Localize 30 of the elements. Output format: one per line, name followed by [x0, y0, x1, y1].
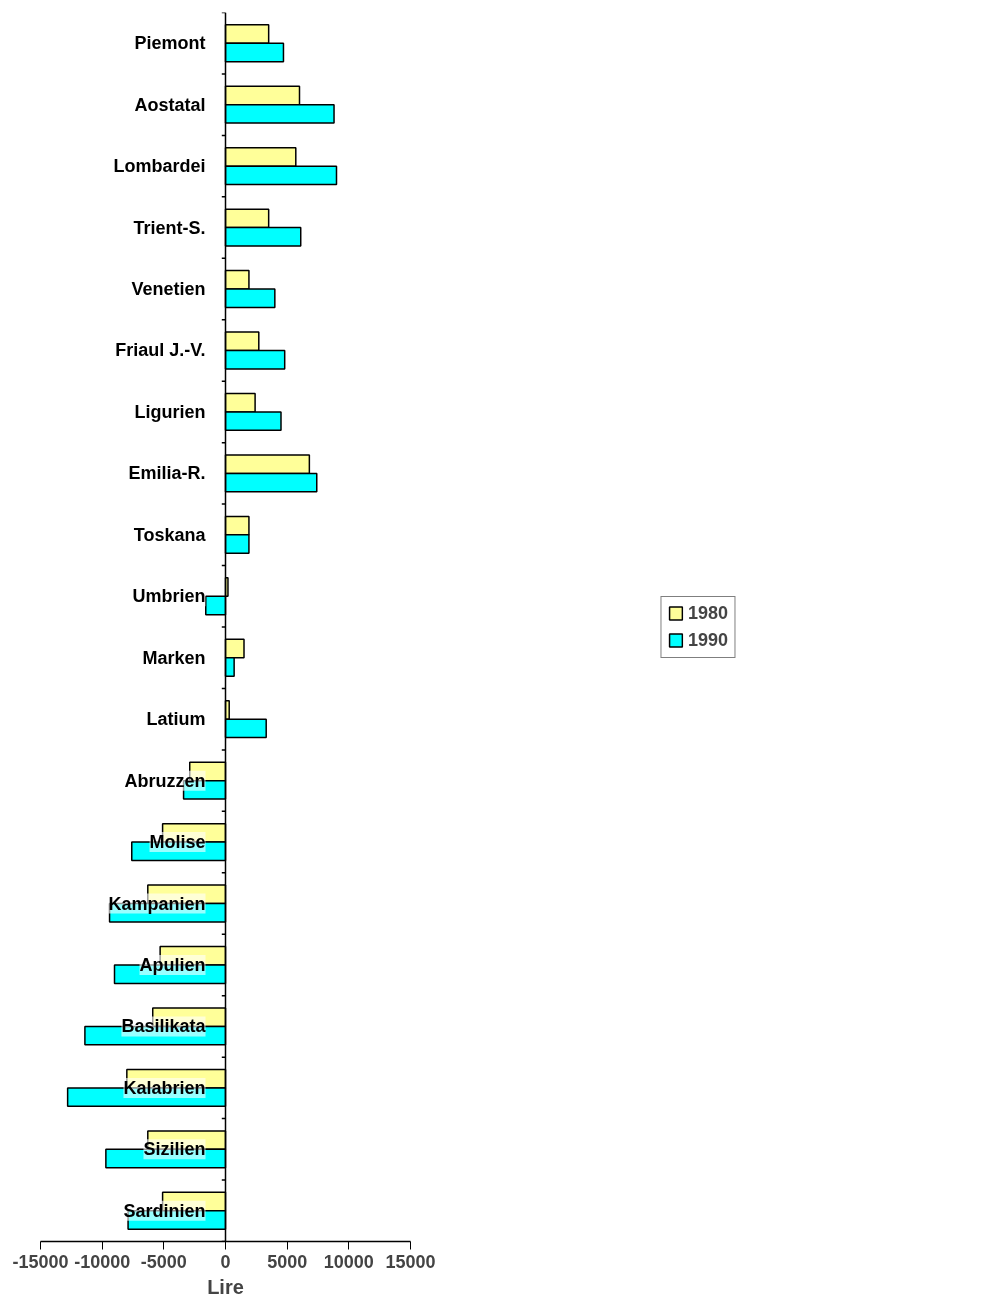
- y-tick-label: Toskana: [133, 524, 207, 545]
- y-tick-label: Venetien: [131, 279, 206, 300]
- x-axis-title: Lire: [207, 1275, 244, 1298]
- x-tick-label: 15000: [385, 1251, 436, 1272]
- y-tick-label: Marken: [142, 647, 206, 668]
- y-tick-label: Molise: [149, 832, 206, 853]
- y-tick-label: Aostatal: [134, 94, 206, 115]
- y-tick-label: Basilikata: [121, 1016, 207, 1037]
- y-tick-label: Ligurien: [134, 401, 206, 422]
- y-tick-label: Umbrien: [132, 586, 206, 607]
- x-tick-label: -15000: [12, 1251, 69, 1272]
- y-tick-label: Piemont: [134, 33, 206, 54]
- y-tick-label: Lombardei: [113, 156, 206, 177]
- y-tick-label: Abruzzen: [124, 770, 206, 791]
- x-tick-label: 0: [220, 1251, 231, 1272]
- y-tick-label: Kalabrien: [123, 1077, 206, 1098]
- y-tick-label: Friaul J.-V.: [115, 340, 206, 361]
- y-tick-label: Apulien: [139, 954, 206, 975]
- y-tick-label: Emilia-R.: [128, 463, 206, 484]
- x-tick-label: 10000: [323, 1251, 374, 1272]
- legend-label: 1990: [687, 629, 729, 651]
- y-tick-label: Sardinien: [123, 1200, 206, 1221]
- y-tick-label: Latium: [146, 709, 206, 730]
- y-tick-label: Sizilien: [143, 1139, 206, 1160]
- x-tick-label: 5000: [267, 1251, 308, 1272]
- y-tick-label: Trient-S.: [133, 217, 206, 238]
- x-tick-label: -5000: [140, 1251, 187, 1272]
- x-tick-label: -10000: [74, 1251, 131, 1272]
- y-tick-label: Kampanien: [108, 893, 206, 914]
- legend-label: 1980: [687, 602, 729, 624]
